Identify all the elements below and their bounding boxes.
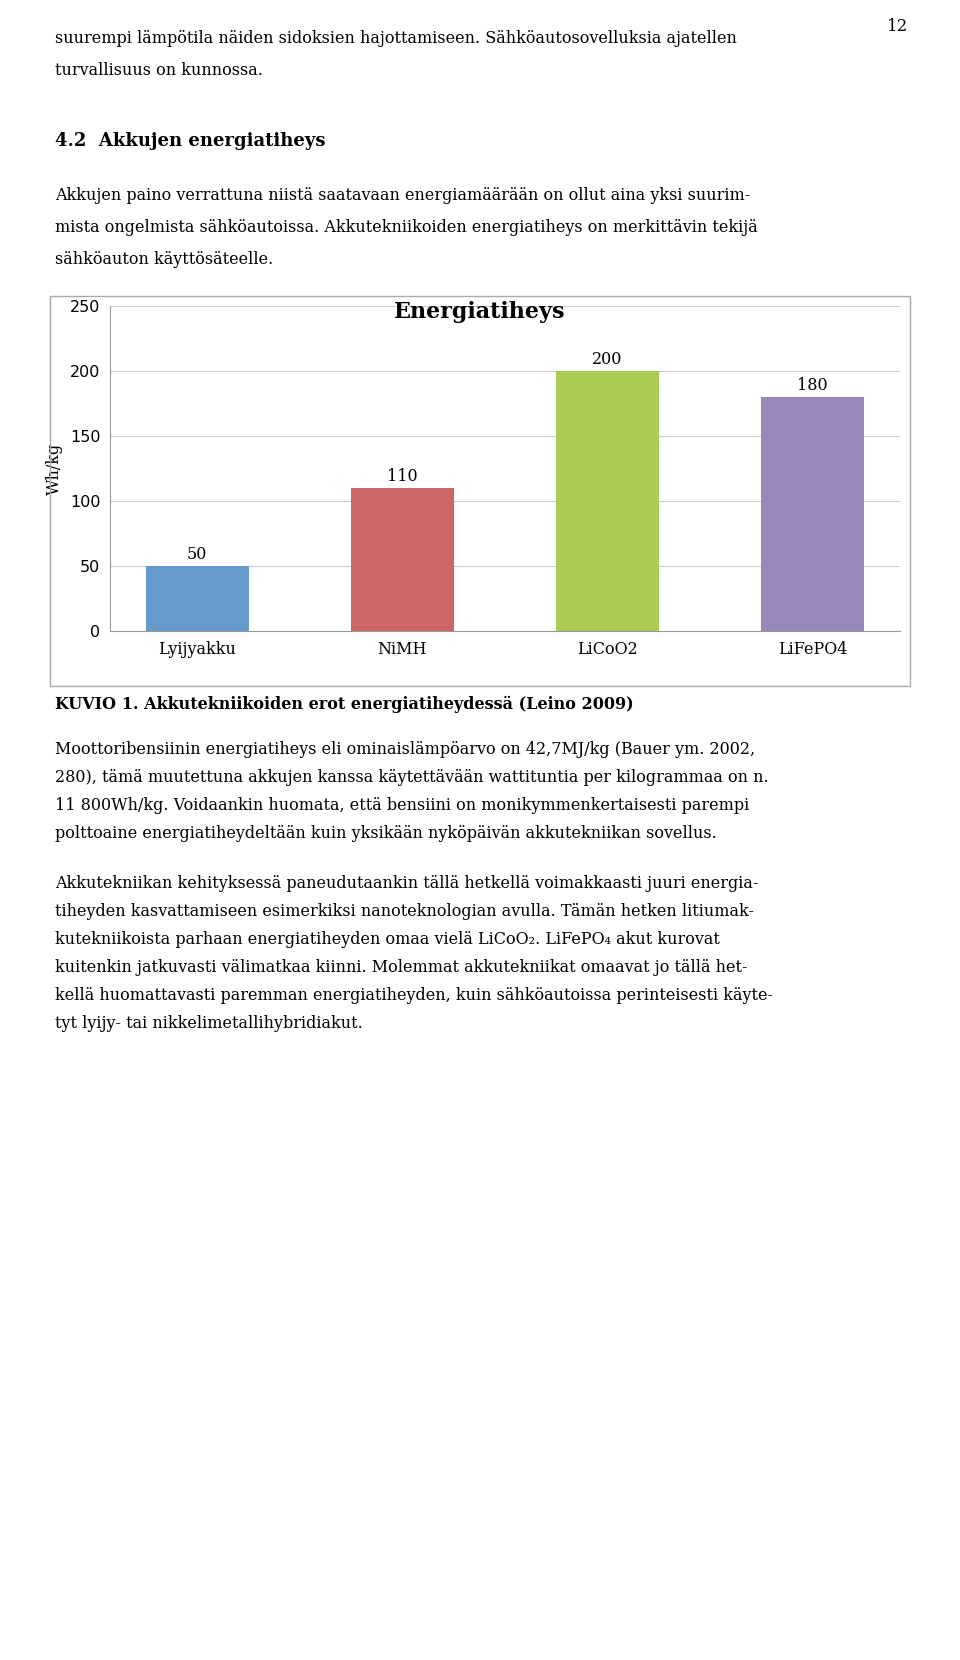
Text: Moottoribensiinin energiatiheys eli ominaislämpöarvo on 42,7MJ/kg (Bauer ym. 200: Moottoribensiinin energiatiheys eli omin… <box>55 740 756 759</box>
Bar <box>556 370 659 631</box>
Text: 12: 12 <box>887 18 908 35</box>
Bar <box>351 488 454 631</box>
Text: kellä huomattavasti paremman energiatiheyden, kuin sähköautoissa perinteisesti k: kellä huomattavasti paremman energiatihe… <box>55 988 773 1004</box>
Text: 110: 110 <box>387 468 418 485</box>
Text: 4.2  Akkujen energiatiheys: 4.2 Akkujen energiatiheys <box>55 133 325 149</box>
Text: 280), tämä muutettuna akkujen kanssa käytettävään wattituntia per kilogrammaa on: 280), tämä muutettuna akkujen kanssa käy… <box>55 769 769 785</box>
Text: 200: 200 <box>592 350 623 369</box>
Text: 50: 50 <box>187 546 207 563</box>
Text: Akkujen paino verrattuna niistä saatavaan energiamäärään on ollut aina yksi suur: Akkujen paino verrattuna niistä saatavaa… <box>55 188 751 204</box>
Text: Energiatiheys: Energiatiheys <box>395 300 565 324</box>
Y-axis label: Wh/kg: Wh/kg <box>46 442 62 495</box>
Bar <box>146 566 249 631</box>
Text: kuitenkin jatkuvasti välimatkaa kiinni. Molemmat akkutekniikat omaavat jo tällä : kuitenkin jatkuvasti välimatkaa kiinni. … <box>55 959 748 976</box>
Text: turvallisuus on kunnossa.: turvallisuus on kunnossa. <box>55 61 263 80</box>
Bar <box>761 397 864 631</box>
Text: kutekniikoista parhaan energiatiheyden omaa vielä LiCoO₂. LiFePO₄ akut kurovat: kutekniikoista parhaan energiatiheyden o… <box>55 931 720 948</box>
Text: tyt lyijy- tai nikkelimetallihybridiakut.: tyt lyijy- tai nikkelimetallihybridiakut… <box>55 1014 363 1033</box>
Text: mista ongelmista sähköautoissa. Akkutekniikoiden energiatiheys on merkittävin te: mista ongelmista sähköautoissa. Akkutekn… <box>55 219 757 236</box>
Text: 11 800Wh/kg. Voidaankin huomata, että bensiini on monikymmenkertaisesti parempi: 11 800Wh/kg. Voidaankin huomata, että be… <box>55 797 749 813</box>
Text: suurempi lämpötila näiden sidoksien hajottamiseen. Sähköautosovelluksia ajatelle: suurempi lämpötila näiden sidoksien hajo… <box>55 30 737 46</box>
Text: sähköauton käyttösäteelle.: sähköauton käyttösäteelle. <box>55 251 274 267</box>
Text: Akkutekniikan kehityksessä paneudutaankin tällä hetkellä voimakkaasti juuri ener: Akkutekniikan kehityksessä paneudutaanki… <box>55 875 758 891</box>
Text: KUVIO 1. Akkutekniikoiden erot energiatiheydessä (Leino 2009): KUVIO 1. Akkutekniikoiden erot energiati… <box>55 696 634 714</box>
Text: tiheyden kasvattamiseen esimerkiksi nanoteknologian avulla. Tämän hetken litiuma: tiheyden kasvattamiseen esimerkiksi nano… <box>55 903 754 920</box>
Text: polttoaine energiatiheydeltään kuin yksikään nyköpäivän akkutekniikan sovellus.: polttoaine energiatiheydeltään kuin yksi… <box>55 825 717 842</box>
Text: 180: 180 <box>798 377 828 393</box>
